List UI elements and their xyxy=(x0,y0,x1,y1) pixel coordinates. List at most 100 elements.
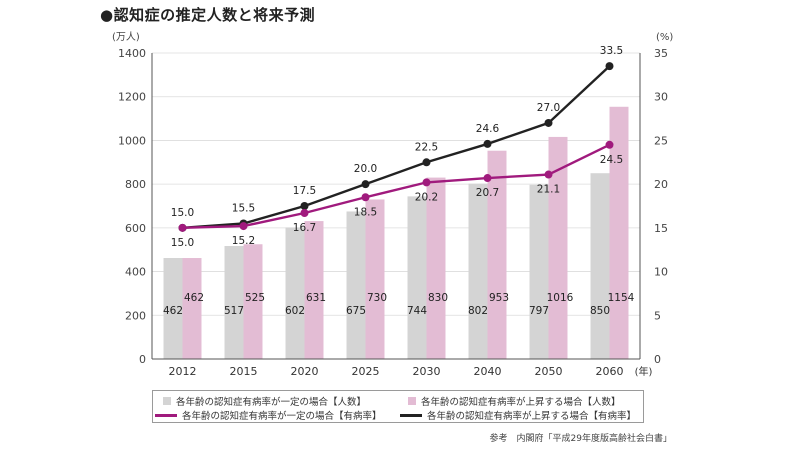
bar-constant xyxy=(163,258,183,359)
bar-constant-value-label: 797 xyxy=(529,305,549,317)
left-axis-unit: (万人) xyxy=(112,31,140,43)
x-tick-label: 2012 xyxy=(169,365,197,378)
bar-rising xyxy=(487,150,507,359)
bar-constant xyxy=(285,227,305,359)
bar-rising xyxy=(609,106,629,359)
rate-constant-value-label: 20.2 xyxy=(415,191,438,203)
x-tick-label: 2030 xyxy=(413,365,441,378)
rate-rising-point xyxy=(422,158,431,167)
bar-rising xyxy=(365,199,385,359)
bar-rising-value-label: 462 xyxy=(184,292,204,304)
chart-title: ●認知症の推定人数と将来予測 xyxy=(100,6,316,24)
right-tick-label: 35 xyxy=(654,47,668,60)
rate-constant-point xyxy=(178,223,187,232)
left-tick-label: 400 xyxy=(125,266,146,279)
bar-constant xyxy=(346,211,366,359)
right-axis-unit: (%) xyxy=(656,32,673,43)
bar-constant-value-label: 517 xyxy=(224,305,244,317)
right-tick-label: 20 xyxy=(654,178,668,191)
x-tick-label: 2020 xyxy=(291,365,319,378)
bar-constant-value-label: 850 xyxy=(590,305,610,317)
axes: 020040060080010001200140005101520253035(… xyxy=(112,31,673,378)
bar-rising-value-label: 953 xyxy=(489,292,509,304)
rate-constant-point xyxy=(483,174,492,183)
rate-constant-value-label: 18.5 xyxy=(354,206,377,218)
left-tick-label: 200 xyxy=(125,309,146,322)
rate-constant-value-label: 15.0 xyxy=(171,237,194,249)
bar-rising-value-label: 1016 xyxy=(547,292,574,304)
legend-item-line-constant: 各年齢の認知症有病率が一定の場合【有病率】 xyxy=(155,408,382,422)
rate-constant-line xyxy=(182,143,611,230)
rate-constant-point xyxy=(544,170,553,179)
rate-constant-point xyxy=(422,178,431,187)
rate-rising-value-label: 15.5 xyxy=(232,202,255,214)
rate-rising-value-label: 15.0 xyxy=(171,207,194,219)
legend-swatch-gray-square xyxy=(163,397,171,405)
right-tick-label: 15 xyxy=(654,222,668,235)
legend-swatch-pink-square xyxy=(408,397,416,405)
bar-constant-value-label: 802 xyxy=(468,305,488,317)
rate-rising-point xyxy=(605,62,614,71)
bar-rising xyxy=(548,136,568,359)
rate-rising-value-label: 17.5 xyxy=(293,185,316,197)
bar-constant-value-label: 744 xyxy=(407,305,427,317)
x-tick-label: 2050 xyxy=(535,365,563,378)
bar-rising-value-label: 730 xyxy=(367,292,387,304)
bar-constant xyxy=(590,173,610,359)
bar-rising xyxy=(243,244,263,359)
data-labels: 462 517 602 675 744 802 797 850 462 525 631 730 830 9… xyxy=(163,45,635,317)
right-tick-label: 25 xyxy=(654,134,668,147)
rate-rising-point xyxy=(300,202,309,210)
rate-rising-value-label: 20.0 xyxy=(354,163,377,175)
rate-constant-point xyxy=(605,140,614,149)
legend-label: 各年齢の認知症有病率が一定の場合【有病率】 xyxy=(182,411,382,422)
rate-rising-point xyxy=(483,139,492,148)
left-tick-label: 1200 xyxy=(118,91,146,104)
left-tick-label: 1400 xyxy=(118,47,146,60)
legend-item-bar-constant: 各年齢の認知症有病率が一定の場合【人数】 xyxy=(163,394,366,408)
rate-rising-value-label: 24.6 xyxy=(476,123,500,135)
x-axis-unit: (年) xyxy=(635,365,653,378)
left-tick-label: 600 xyxy=(125,222,146,235)
bar-constant-value-label: 462 xyxy=(163,305,183,317)
bar-rising-value-label: 830 xyxy=(428,292,448,304)
x-tick-label: 2025 xyxy=(352,365,380,378)
bar-constant xyxy=(468,183,488,359)
x-tick-label: 2060 xyxy=(596,365,624,378)
bar-rising xyxy=(182,258,202,359)
rate-rising-point xyxy=(544,118,553,127)
legend-label: 各年齢の認知症有病率が一定の場合【人数】 xyxy=(176,397,367,408)
bar-series xyxy=(163,106,629,359)
line-series xyxy=(178,62,614,232)
legend-label: 各年齢の認知症有病率が上昇する場合【有病率】 xyxy=(427,411,637,422)
legend-item-line-rising: 各年齢の認知症有病率が上昇する場合【有病率】 xyxy=(400,408,636,422)
rate-rising-point xyxy=(361,180,370,189)
bar-constant-value-label: 602 xyxy=(285,305,305,317)
bar-constant xyxy=(529,184,549,359)
legend-swatch-black-line xyxy=(400,413,422,417)
right-tick-label: 0 xyxy=(654,353,661,366)
x-tick-label: 2040 xyxy=(474,365,502,378)
right-tick-label: 5 xyxy=(654,309,661,322)
bar-constant xyxy=(224,245,244,359)
bar-rising-value-label: 525 xyxy=(245,292,265,304)
bar-constant xyxy=(407,196,427,359)
bar-rising xyxy=(426,177,446,359)
bar-constant-value-label: 675 xyxy=(346,305,366,317)
legend-swatch-magenta-line xyxy=(155,413,177,417)
source-note: 参考 内閣府「平成29年度版高齢社会白書」 xyxy=(489,434,672,444)
legend-label: 各年齢の認知症有病率が上昇する場合【人数】 xyxy=(421,397,621,408)
rate-constant-point xyxy=(300,208,309,217)
bar-rising-value-label: 1154 xyxy=(608,292,635,304)
rate-constant-value-label: 20.7 xyxy=(476,187,499,199)
rate-constant-value-label: 24.5 xyxy=(600,154,623,166)
rate-rising-value-label: 27.0 xyxy=(537,102,560,114)
bar-rising xyxy=(304,221,324,359)
bar-rising-value-label: 631 xyxy=(306,292,326,304)
rate-constant-value-label: 21.1 xyxy=(537,184,560,196)
x-tick-label: 2015 xyxy=(230,365,258,378)
rate-rising-value-label: 33.5 xyxy=(600,45,623,57)
legend: 各年齢の認知症有病率が一定の場合【人数】 各年齢の認知症有病率が上昇する場合【人… xyxy=(152,390,644,423)
rate-constant-value-label: 15.2 xyxy=(232,235,255,247)
